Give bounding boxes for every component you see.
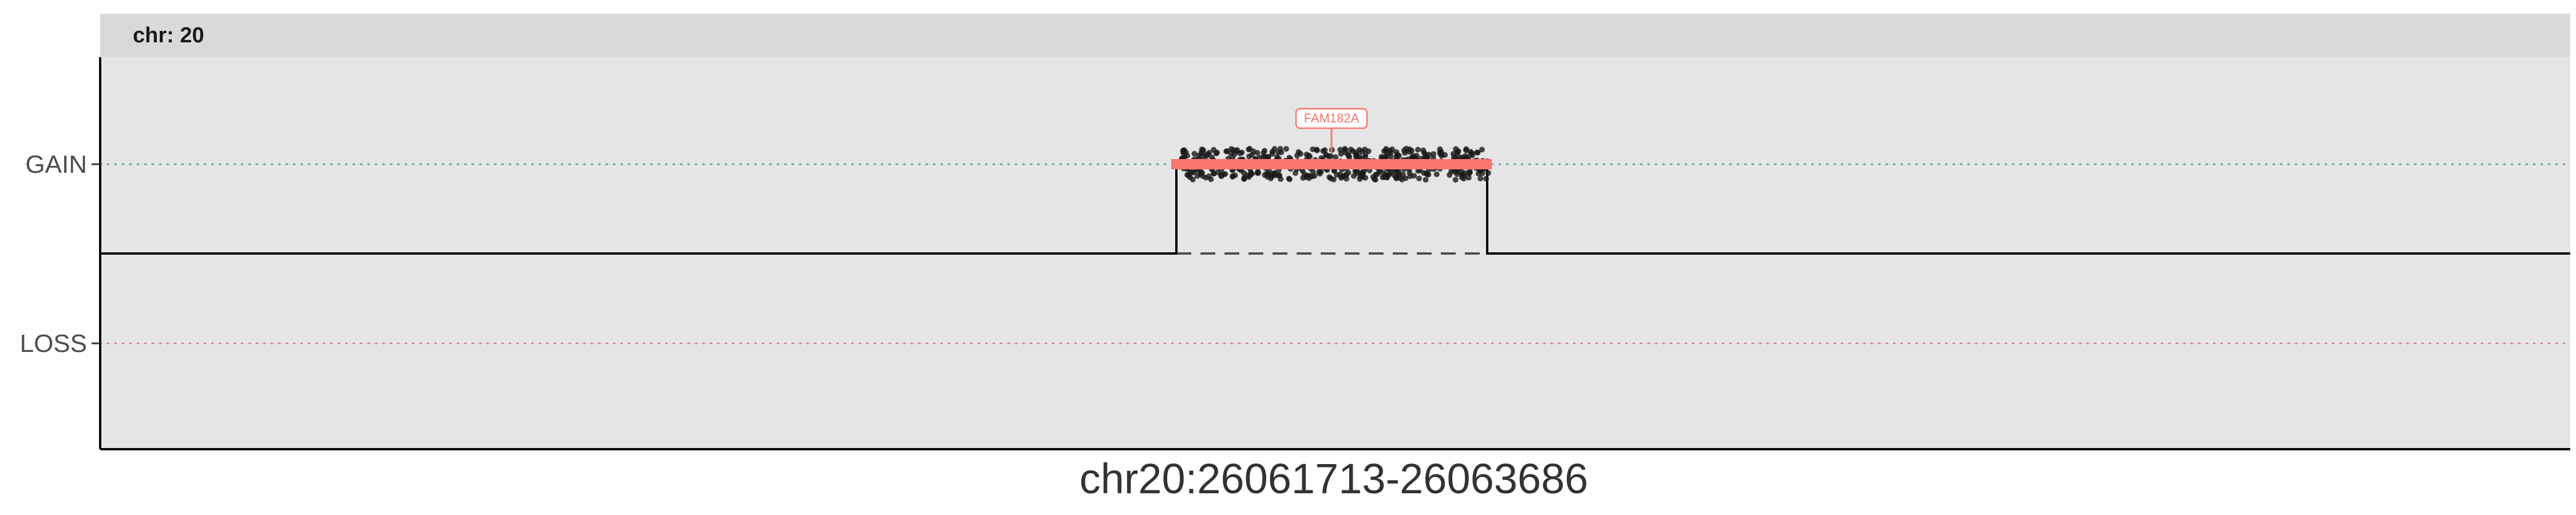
data-point xyxy=(1353,152,1360,158)
data-point xyxy=(1269,150,1275,157)
data-point xyxy=(1388,153,1393,160)
data-point xyxy=(1474,149,1480,156)
data-point xyxy=(1186,172,1191,178)
y-tick-label-gain: GAIN xyxy=(25,150,87,179)
data-point xyxy=(1483,176,1489,182)
data-point xyxy=(1359,170,1365,176)
data-point xyxy=(1223,148,1230,154)
data-point xyxy=(1286,176,1292,182)
data-point xyxy=(1374,171,1380,177)
data-point xyxy=(1327,153,1334,159)
data-point xyxy=(1314,146,1320,153)
data-point xyxy=(1348,146,1354,153)
data-point xyxy=(1409,148,1415,154)
data-point xyxy=(1383,153,1389,160)
data-point xyxy=(1330,176,1337,183)
data-point xyxy=(1416,175,1422,181)
data-point xyxy=(1334,172,1340,178)
facet-strip xyxy=(100,14,2570,57)
data-point xyxy=(1437,151,1444,157)
data-point xyxy=(1479,146,1485,153)
data-point xyxy=(1247,145,1253,152)
data-point xyxy=(1415,146,1421,153)
data-point xyxy=(1460,172,1466,178)
data-point xyxy=(1454,149,1460,155)
data-point xyxy=(1426,152,1432,158)
data-point xyxy=(1425,172,1432,178)
data-point xyxy=(1297,150,1303,157)
data-point xyxy=(1356,147,1362,153)
data-point xyxy=(1326,174,1333,180)
data-point xyxy=(1247,172,1253,179)
data-point xyxy=(1303,152,1310,157)
data-point xyxy=(1431,151,1437,157)
data-point xyxy=(1396,153,1402,159)
data-point xyxy=(1448,168,1455,175)
data-point xyxy=(1191,150,1198,157)
data-point xyxy=(1342,149,1348,156)
data-point xyxy=(1463,147,1469,153)
y-tick-label-loss: LOSS xyxy=(20,330,87,358)
data-point xyxy=(1293,170,1298,176)
data-point xyxy=(1409,154,1415,160)
data-point xyxy=(1346,154,1353,160)
data-point xyxy=(1269,173,1275,180)
data-point xyxy=(1381,174,1388,180)
data-point xyxy=(1275,172,1282,179)
data-point xyxy=(1475,171,1481,177)
data-point xyxy=(1389,146,1395,152)
data-point xyxy=(1372,176,1378,183)
data-point xyxy=(1198,171,1204,177)
data-point xyxy=(1262,148,1268,154)
data-point xyxy=(1190,169,1196,176)
x-axis-label: chr20:26061713-26063686 xyxy=(1080,455,1589,502)
data-point xyxy=(1465,175,1472,181)
data-point xyxy=(1333,154,1339,160)
data-point xyxy=(1323,152,1330,158)
data-point xyxy=(1397,175,1403,181)
data-point xyxy=(1262,172,1268,178)
data-point xyxy=(1200,154,1206,160)
data-point xyxy=(1278,149,1285,156)
gene-label: FAM182A xyxy=(1304,111,1360,125)
data-point xyxy=(1420,147,1427,153)
data-point xyxy=(1199,146,1205,153)
data-point xyxy=(1442,152,1448,158)
data-point xyxy=(1467,149,1473,155)
data-point xyxy=(1309,173,1315,180)
data-point xyxy=(1222,171,1228,177)
data-point xyxy=(1485,170,1491,176)
data-point xyxy=(1477,176,1484,181)
data-point xyxy=(1274,154,1280,160)
data-point xyxy=(1211,146,1217,153)
data-point xyxy=(1452,177,1459,183)
data-point xyxy=(1382,147,1389,153)
data-point xyxy=(1337,146,1344,153)
data-point xyxy=(1433,171,1440,177)
facet-strip-label: chr: 20 xyxy=(133,23,204,47)
data-point xyxy=(1204,151,1211,157)
data-point xyxy=(1406,170,1413,176)
data-point xyxy=(1233,148,1239,154)
data-point xyxy=(1365,148,1372,154)
data-point xyxy=(1232,172,1238,179)
data-point xyxy=(1466,170,1472,176)
data-point xyxy=(1303,174,1309,180)
data-point xyxy=(1215,169,1221,175)
data-point xyxy=(1181,147,1187,153)
data-point xyxy=(1396,168,1402,175)
data-point xyxy=(1359,174,1365,180)
data-point xyxy=(1266,169,1273,175)
data-point xyxy=(1283,146,1289,152)
data-point xyxy=(1423,177,1429,183)
data-point xyxy=(1255,170,1262,176)
data-point xyxy=(1340,173,1346,180)
data-point xyxy=(1241,175,1247,181)
data-point xyxy=(1208,176,1214,183)
data-point xyxy=(1320,148,1326,154)
gene-label-box xyxy=(1295,108,1368,129)
data-point xyxy=(1403,145,1409,152)
